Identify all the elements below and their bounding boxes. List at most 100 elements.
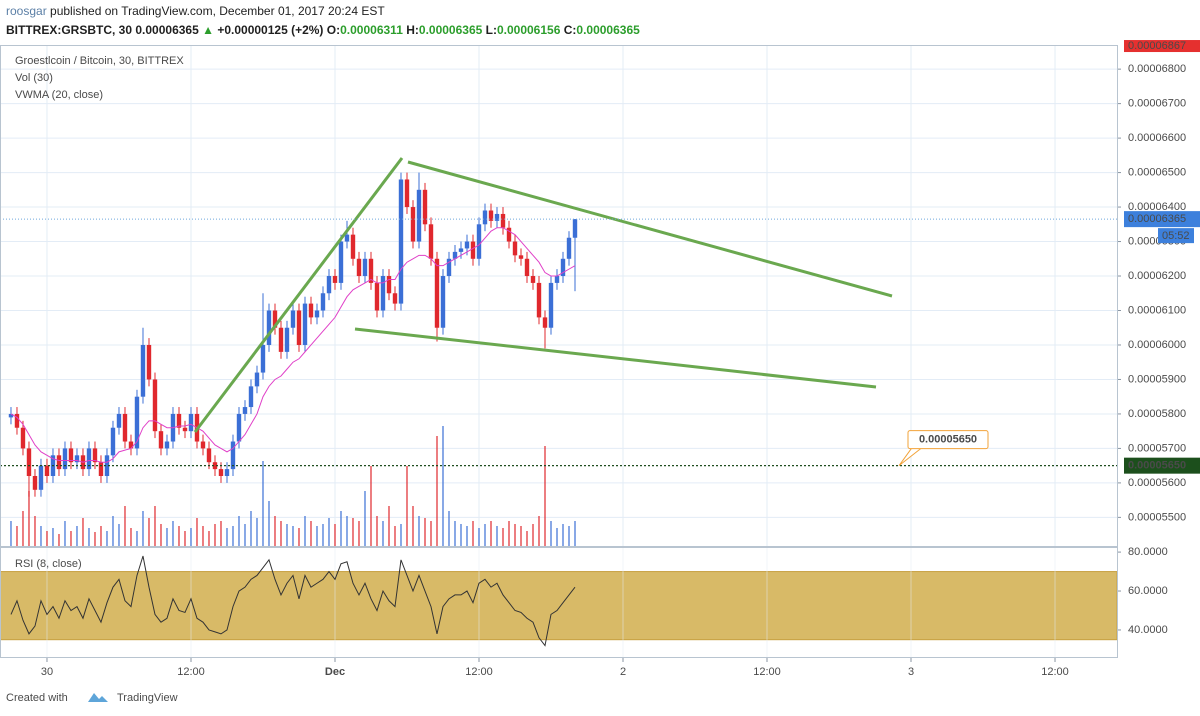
y-tick-label: 60.0000 [1128,585,1168,597]
legend-rsi: RSI (8, close) [15,558,82,570]
candle-body [128,441,134,449]
author[interactable]: roosgar [6,4,47,18]
candle-body [212,462,218,470]
candle-body [386,276,392,294]
candle-body [398,179,404,304]
y-tick-label: 0.00005900 [1128,373,1186,385]
candle-body [476,224,482,259]
high: 0.00006365 [419,23,483,37]
x-tick-label: 12:00 [465,666,493,678]
vwma-line [10,227,576,463]
x-tick-label: 12:00 [753,666,781,678]
candle-body [314,310,320,318]
y-tick-label: 0.00006600 [1128,132,1186,144]
candle-body [434,258,440,328]
candle-body [452,251,458,259]
trend-line[interactable] [354,327,877,389]
candle-body [146,344,152,380]
candle-body [176,413,182,428]
candle-body [140,344,146,397]
candle-body [344,234,350,242]
candle-body [542,317,548,328]
y-tick-label: 0.00006500 [1128,166,1186,178]
candle-body [68,448,74,463]
candle-body [104,455,110,477]
candle-body [470,241,476,259]
candle-body [572,219,578,238]
candle-body [410,207,416,242]
level-box [1124,457,1200,474]
candle-body [152,379,158,432]
candle-body [164,441,170,449]
candle-body [296,310,302,345]
footer-brand[interactable]: TradingView [117,692,178,704]
candle-body [266,310,272,345]
candle-body [284,327,290,352]
candle-body [236,413,242,442]
last-price-label: 0.00006365 [1128,213,1186,225]
candle-body [554,276,560,283]
candle-body [380,276,386,311]
published: published on TradingView.com, December 0… [50,4,385,18]
candle-body [272,310,278,328]
y-tick-label: 0.00006000 [1128,339,1186,351]
y-tick-label: 0.00006100 [1128,304,1186,316]
candle-body [500,213,506,228]
candle-body [566,237,572,259]
candle-body [512,241,518,256]
candle-body [188,413,194,432]
level-label: 0.00005650 [1128,460,1186,472]
candle-body [230,441,236,470]
l-label: L: [486,23,497,37]
candle-body [494,213,500,221]
candle-body [482,210,488,225]
candle-body [290,310,296,328]
y-tick-label: 0.00005700 [1128,442,1186,454]
candle-body [326,276,332,294]
candle-body [158,431,164,449]
trend-line[interactable] [193,157,404,433]
overlay-layer: 30 12:00 Dec 12:00 2 12:00 3 12:00 0.00006800 0.0… [0,40,1200,678]
candle-body [182,427,188,432]
candle-body [416,189,422,242]
top-price-label: 0.00006867 [1128,40,1186,52]
candle-body [446,258,452,277]
countdown: 05:52 [1162,230,1190,242]
price: 0.00006365 [135,23,199,37]
footer-created: Created with [6,692,68,704]
candle-body [530,276,536,283]
trend-line[interactable] [407,160,893,298]
candle-body [110,427,116,456]
candle-body [8,413,14,418]
legend-volume: Vol (30) [15,72,53,84]
y-tick-label: 0.00006700 [1128,98,1186,110]
rsi-band [0,571,1118,641]
candle-body [206,448,212,463]
arrow: ▲ [202,23,214,37]
candle-body [242,407,248,414]
y-tick-label: 0.00006200 [1128,270,1186,282]
x-tick-label: 30 [41,666,53,678]
header-line-1: roosgar published on TradingView.com, De… [6,4,385,18]
change: +0.00000125 (+2%) [217,23,323,37]
candle-body [14,413,20,428]
background-layer [0,45,1118,658]
logo [88,693,108,702]
callout-label: 0.00005650 [919,434,977,446]
x-tick-label: Dec [325,666,345,678]
candle-body [248,386,254,408]
candle-body [98,462,104,477]
callout-box [907,430,989,450]
candle-body [362,258,368,277]
candle-body [44,465,50,477]
candle-body [458,248,464,252]
marks-layer [8,172,578,647]
candle-body [254,372,260,387]
y-tick-label: 80.0000 [1128,546,1168,558]
candle-body [374,282,380,311]
candle-body [548,282,554,328]
candle-body [56,455,62,470]
candle-body [122,413,128,442]
x-tick-label: 12:00 [177,666,205,678]
